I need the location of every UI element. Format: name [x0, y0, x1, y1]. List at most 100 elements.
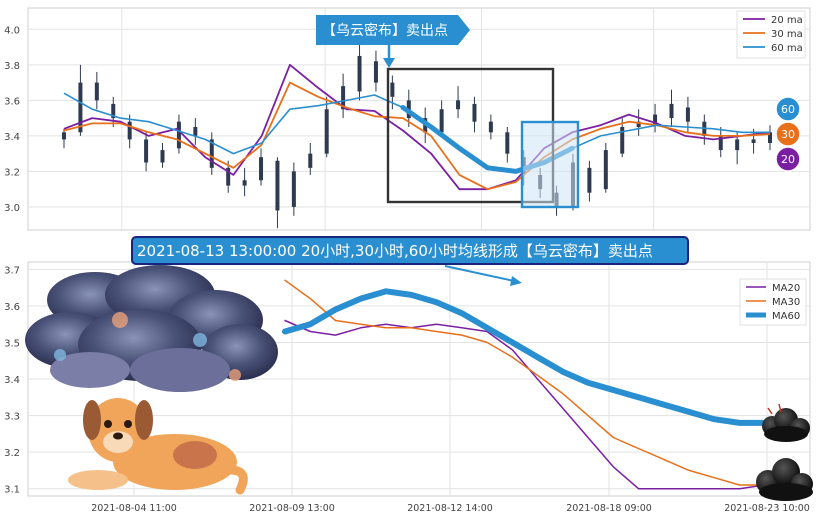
- callout-arrow-shape: [316, 15, 470, 45]
- bottom-y-tick-label: 3.1: [4, 485, 20, 496]
- ma-badges: 60 30 20: [775, 96, 801, 172]
- dog-spot: [173, 441, 217, 469]
- badge-60-circle: [775, 96, 801, 122]
- candle-body: [242, 180, 247, 186]
- candle-body: [768, 132, 772, 143]
- dark-cloud-icon-lower: [756, 458, 813, 501]
- top-panel: 3.0 3.2 3.4 3.6 3.8 4.0 【乌云密布】卖出点 20 ma 30 ma: [4, 7, 811, 231]
- candle-body: [160, 150, 165, 163]
- candle-body: [111, 103, 116, 119]
- banner-box: [131, 236, 689, 265]
- bottom-line-MA60: [282, 288, 793, 426]
- candle-body: [685, 107, 690, 122]
- top-callout: 【乌云密布】卖出点: [316, 15, 470, 68]
- bottom-x-tick-label: 2021-08-18 09:00: [566, 503, 652, 514]
- top-line-30ma: [63, 81, 771, 191]
- bottom-x-tick-labels: 2021-08-04 11:00 2021-08-09 13:00 2021-08-…: [91, 503, 810, 514]
- dog-illustration: [68, 398, 248, 495]
- top-y-tick-label: 3.0: [4, 203, 20, 214]
- cloud-puff: [50, 352, 130, 388]
- dark-cloud-base: [764, 426, 808, 442]
- banner-text: 2021-08-13 13:00:00 20小时,30小时,60小时均线形成【乌…: [137, 242, 653, 260]
- candle-body: [636, 121, 641, 127]
- storm-cloud-illustration: [25, 265, 278, 392]
- top-y-tick-label: 3.8: [4, 61, 20, 72]
- candle-body: [735, 139, 740, 151]
- lightning-icon: [767, 403, 782, 415]
- top-y-tick-label: 4.0: [4, 25, 20, 36]
- candle-body: [439, 109, 444, 133]
- dog-ear-left: [83, 400, 101, 440]
- bottom-y-tick-labels: 3.1 3.2 3.3 3.4 3.5 3.6 3.7: [4, 265, 20, 495]
- signal-banner: 2021-08-13 13:00:00 20小时,30小时,60小时均线形成【乌…: [131, 236, 689, 286]
- top-y-tick-label: 3.2: [4, 167, 20, 178]
- candle-body: [718, 135, 723, 151]
- bottom-legend: MA20 MA30 MA60: [739, 278, 807, 326]
- legend-label-30ma: 30 ma: [771, 29, 803, 40]
- dog-paws: [68, 470, 128, 490]
- badge-30-circle: [775, 121, 801, 147]
- bottom-y-tick-label: 3.7: [4, 265, 20, 276]
- bottom-y-tick-label: 3.2: [4, 448, 20, 459]
- dog-eye-right: [124, 420, 132, 428]
- cloud-puff: [130, 348, 230, 392]
- badge-60-text: 60: [781, 103, 795, 116]
- candle-body: [324, 109, 329, 154]
- candle-body: [620, 126, 625, 154]
- legend-label-60ma: 60 ma: [771, 43, 803, 54]
- cloud-highlight: [229, 369, 241, 381]
- candle-body: [144, 139, 149, 163]
- candle-body: [587, 167, 592, 193]
- legend-label-MA30: MA30: [772, 297, 800, 308]
- badge-30-text: 30: [781, 128, 795, 141]
- candle-body: [373, 61, 378, 83]
- legend-label-MA20: MA20: [772, 283, 800, 294]
- candle-body: [488, 121, 493, 133]
- dog-ear-right: [135, 400, 153, 440]
- sell-point-box: [520, 120, 580, 209]
- candle-body: [193, 126, 198, 136]
- candle-body: [751, 139, 756, 143]
- top-y-tick-label: 3.6: [4, 96, 20, 107]
- candle-body: [127, 121, 132, 140]
- legend-label-20ma: 20 ma: [771, 15, 803, 26]
- bottom-ma-lines: [282, 279, 793, 490]
- candle-body: [456, 100, 461, 110]
- candle-body: [226, 167, 231, 186]
- top-legend: 20 ma 30 ma 60 ma: [736, 10, 806, 59]
- callout-pointer-head: [383, 58, 395, 68]
- bottom-x-tick-label: 2021-08-23 10:00: [724, 503, 810, 514]
- candle-body: [62, 132, 66, 140]
- bottom-x-tick-label: 2021-08-09 13:00: [249, 503, 335, 514]
- candle-body: [341, 86, 346, 110]
- candle-body: [259, 157, 264, 181]
- dark-cloud-icon-upper: [762, 403, 810, 442]
- bottom-line-MA30: [284, 279, 791, 486]
- bottom-y-tick-label: 3.4: [4, 375, 20, 386]
- top-line-20ma: [63, 63, 771, 191]
- dark-cloud-base: [759, 483, 813, 501]
- bottom-y-tick-label: 3.5: [4, 338, 20, 349]
- legend-label-MA60: MA60: [772, 311, 800, 322]
- badge-20-circle: [775, 146, 801, 172]
- candle-body: [275, 160, 280, 211]
- bottom-y-tick-label: 3.6: [4, 302, 20, 313]
- callout-text: 【乌云密布】卖出点: [322, 22, 448, 39]
- bottom-x-tick-label: 2021-08-04 11:00: [91, 503, 177, 514]
- candle-body: [390, 82, 395, 97]
- candle-body: [78, 82, 83, 133]
- badge-20-text: 20: [781, 153, 795, 166]
- candle-body: [505, 132, 510, 154]
- dog-tail: [225, 465, 248, 495]
- candle-body: [308, 153, 313, 168]
- cloud-highlight: [112, 312, 128, 328]
- banner-pointer: [444, 265, 515, 282]
- candle-body: [209, 139, 214, 168]
- dog-eye-left: [104, 420, 112, 428]
- top-y-tick-label: 3.4: [4, 132, 20, 143]
- dog-muzzle: [103, 431, 133, 453]
- bottom-line-MA20: [284, 319, 791, 490]
- bottom-y-tick-label: 3.3: [4, 412, 20, 423]
- cloud-highlight: [193, 333, 207, 347]
